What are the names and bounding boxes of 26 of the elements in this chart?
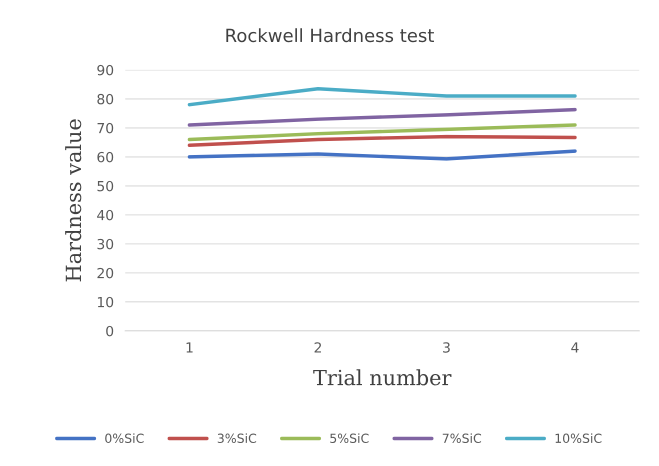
x-axis-title: Trial number — [313, 369, 452, 386]
line-series — [188, 134, 577, 148]
legend-label: 3%SiC — [218, 433, 256, 444]
y-tick-label: 90 — [97, 64, 114, 76]
x-tick-label: 3 — [443, 342, 450, 353]
y-tick-label: 30 — [97, 238, 114, 250]
legend-label: 10%SiC — [556, 433, 602, 444]
y-tick-label: 80 — [97, 94, 114, 104]
y-tick-label: 50 — [97, 180, 114, 192]
y-axis-title: Hardness value — [65, 119, 82, 282]
y-tick-label: 70 — [98, 122, 114, 134]
x-tick-label: 2 — [314, 342, 321, 353]
x-tick-label: 4 — [571, 342, 579, 353]
legend-label: 7%SiC — [442, 433, 482, 444]
line-series — [188, 108, 577, 127]
legend-label: 5%SiC — [330, 433, 369, 444]
y-tick-label: 60 — [97, 152, 114, 162]
y-tick-label: 0 — [106, 326, 114, 336]
line-series — [188, 149, 577, 161]
x-tick-label: 1 — [186, 342, 193, 353]
line-series — [188, 123, 577, 142]
y-tick-label: 20 — [97, 268, 114, 278]
legend-label: 0%SiC — [105, 433, 144, 444]
chart-title: Rockwell Hardness test — [226, 28, 434, 42]
y-tick-label: 10 — [98, 296, 114, 308]
y-tick-label: 40 — [97, 210, 114, 220]
